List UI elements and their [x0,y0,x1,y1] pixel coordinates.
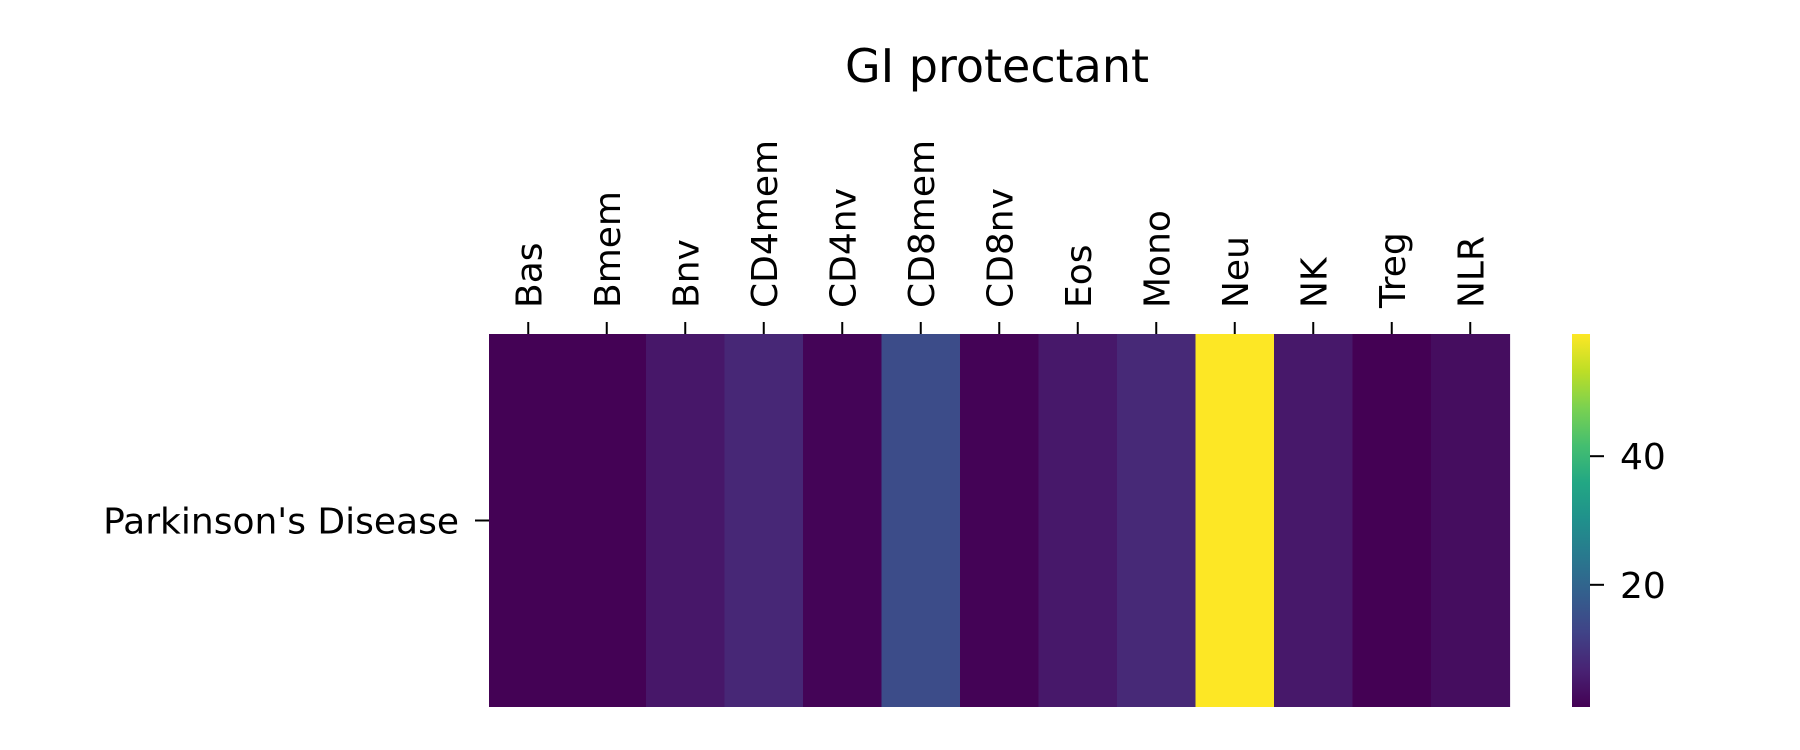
heatmap-cell-cd4nv [803,334,883,707]
heatmap-cell-bmem [567,334,647,707]
heatmap-cell-cd8mem [881,334,961,707]
heatmap-cell-bnv [646,334,726,707]
heatmap-cell-eos [1038,334,1118,707]
heatmap-cells [489,334,1511,707]
x-tick-label: CD4mem [745,140,786,308]
x-tick-label: CD8mem [902,140,943,308]
y-tick-label: Parkinson's Disease [103,502,459,543]
x-tick-label: NLR [1451,236,1492,308]
x-tick-label: Neu [1216,236,1257,308]
heatmap-cell-cd4mem [724,334,804,707]
heatmap-cell-treg [1352,334,1432,707]
x-tick-label: Eos [1059,244,1100,308]
colorbar-tick-label: 20 [1620,566,1666,607]
column-ticks: Bas Bmem Bnv CD4mem CD4nv CD8mem CD8nv Eos Mono N… [509,140,1492,334]
x-tick-label: Bas [509,242,550,308]
x-tick-label: CD8nv [980,188,1021,308]
colorbar-gradient [1572,334,1590,707]
heatmap-cell-mono [1117,334,1197,707]
heatmap-cell-neu [1195,334,1275,707]
chart-title: GI protectant [845,39,1149,93]
heatmap-cell-bas [489,334,569,707]
row-ticks: Parkinson's Disease [103,502,489,543]
heatmap-cell-nk [1274,334,1354,707]
x-tick-label: NK [1294,256,1335,308]
x-tick-label: Mono [1137,210,1178,308]
heatmap-cell-nlr [1431,334,1511,707]
x-tick-label: Treg [1373,232,1414,309]
x-tick-label: Bnv [666,239,707,308]
x-tick-label: CD4nv [823,188,864,308]
colorbar-tick-label: 40 [1620,437,1666,478]
heatmap-cell-cd8nv [960,334,1040,707]
x-tick-label: Bmem [588,191,629,308]
